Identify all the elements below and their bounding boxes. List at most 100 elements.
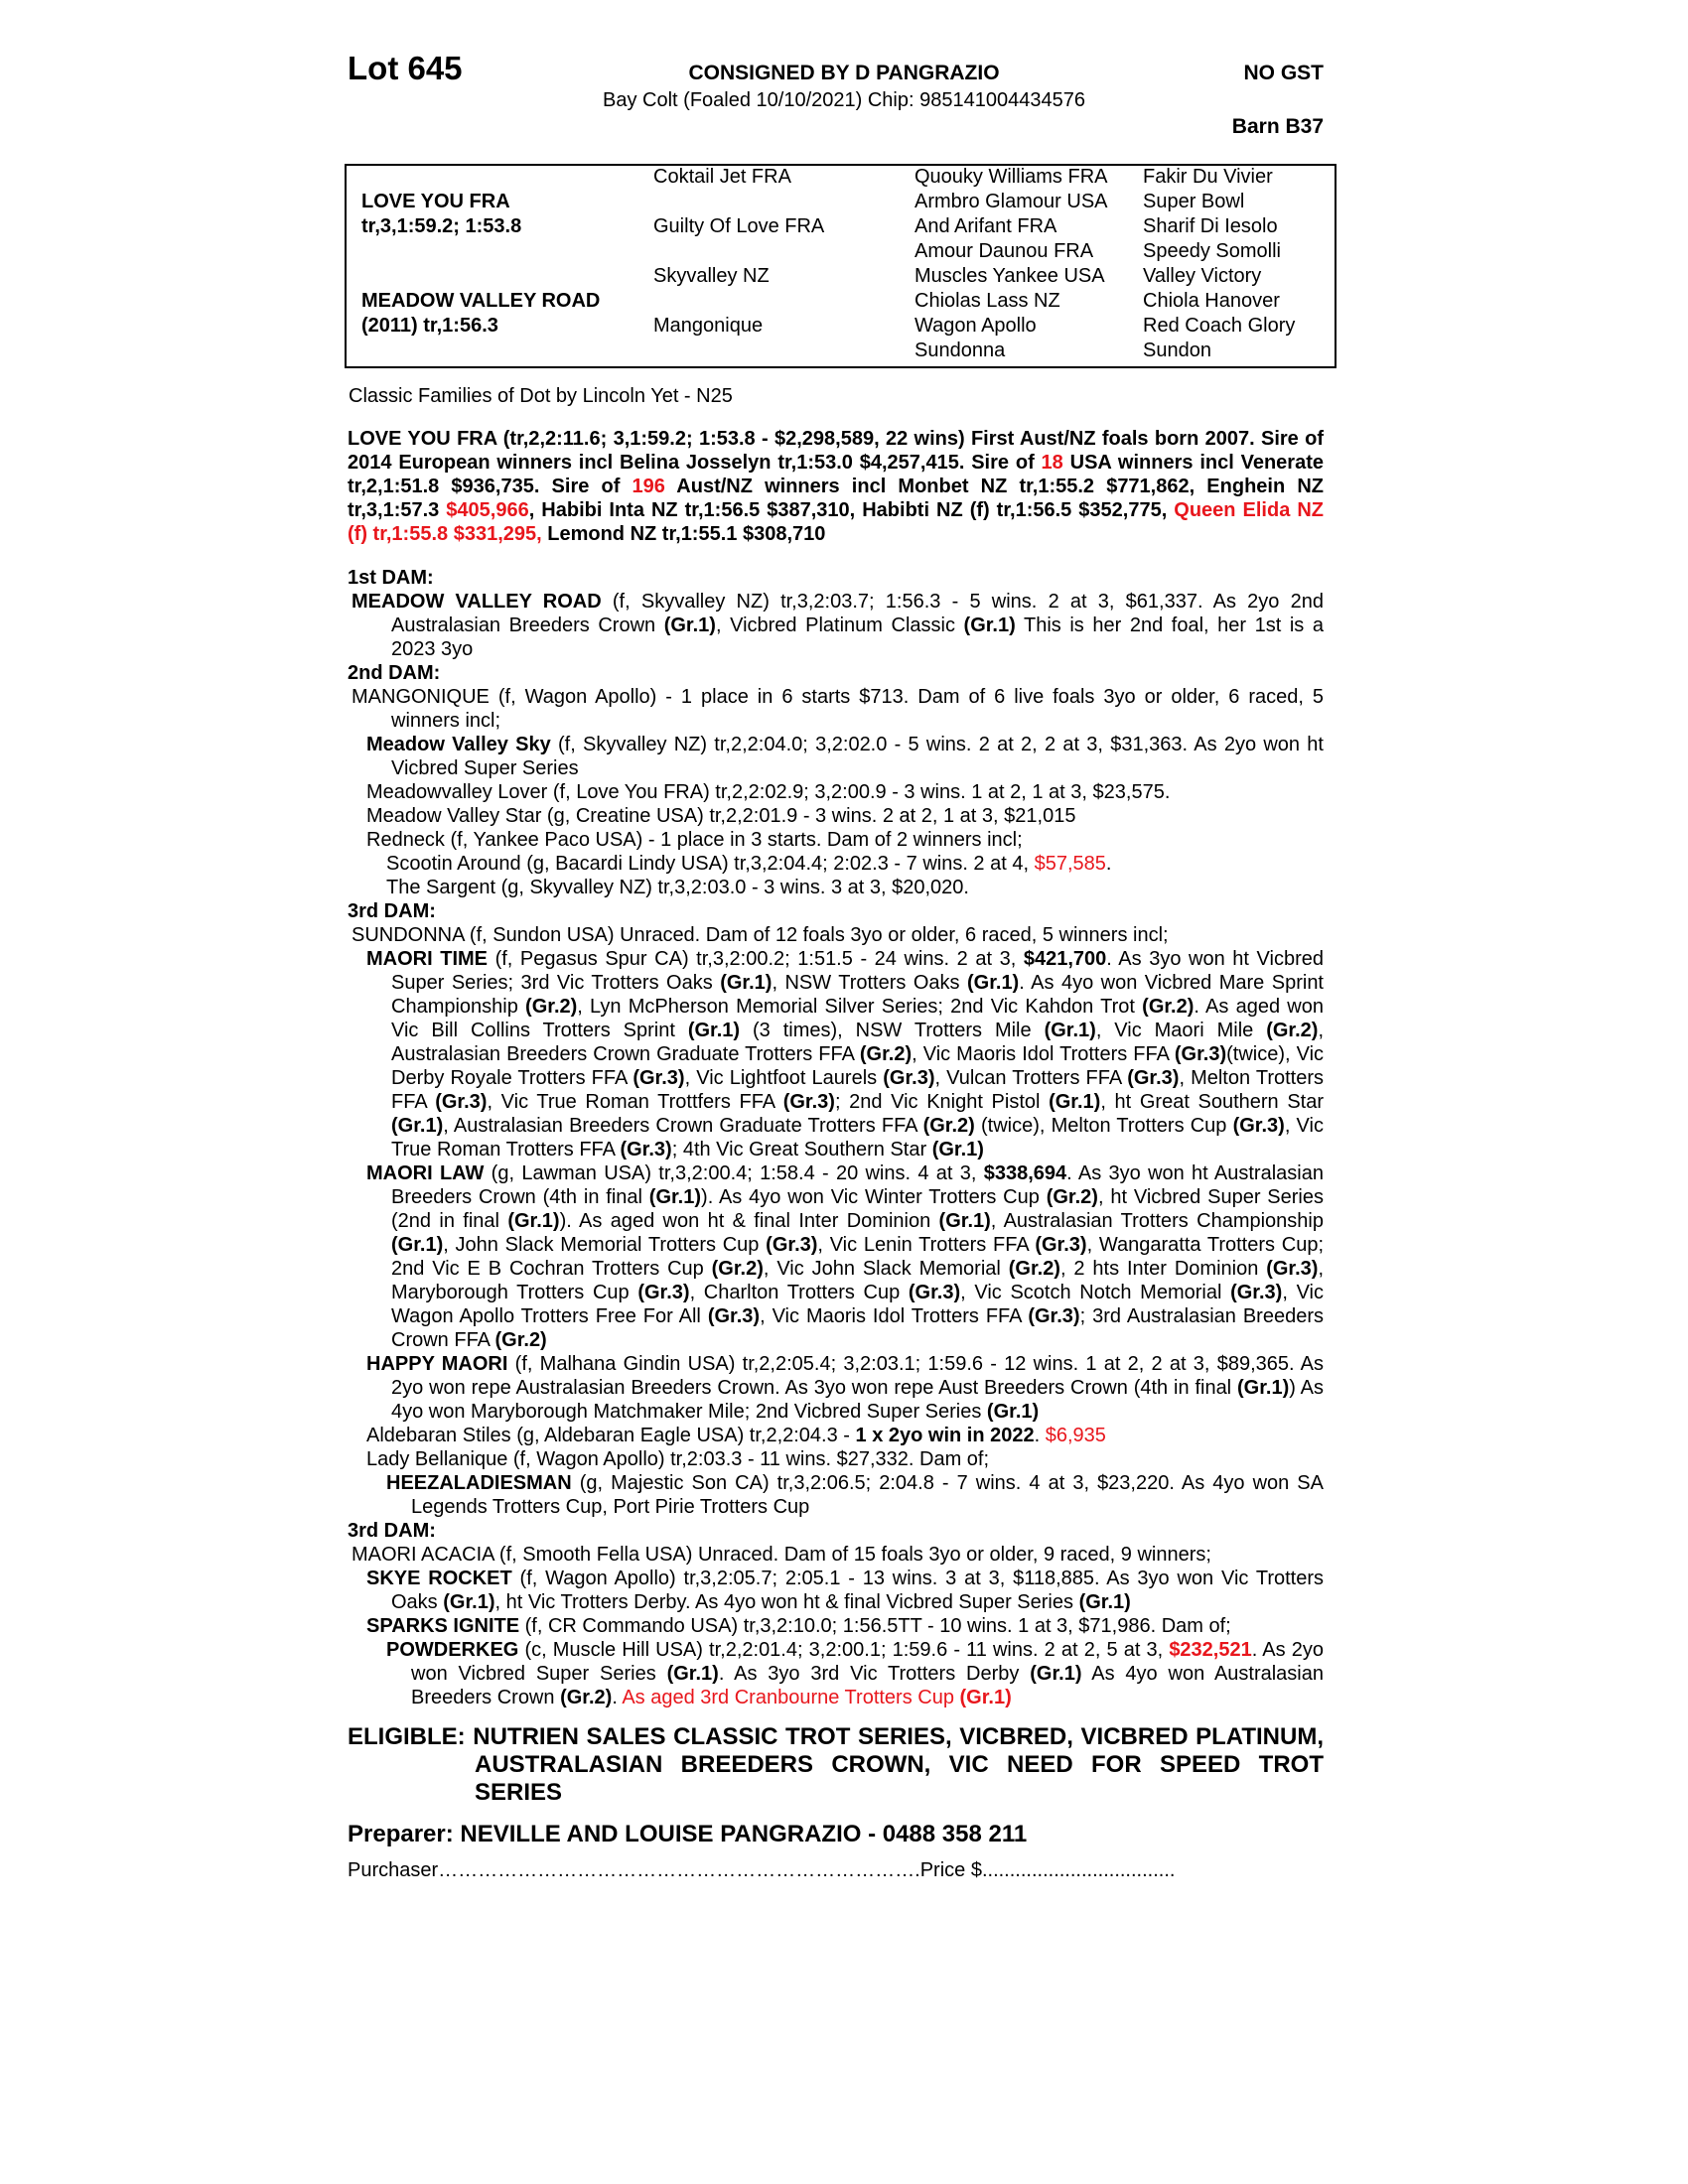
bold-text: (Gr.2) bbox=[560, 1687, 613, 1708]
text: ). As 4yo won Vic Winter Trotters Cup bbox=[701, 1186, 1047, 1208]
bold-text: Meadow Valley Sky bbox=[366, 734, 551, 755]
progeny-entry: HEEZALADIESMAN (g, Majestic Son CA) tr,3… bbox=[348, 1471, 1324, 1519]
great-great-grandparent: Valley Victory bbox=[1143, 265, 1262, 287]
progeny-entry: The Sargent (g, Skyvalley NZ) tr,3,2:03.… bbox=[348, 876, 1324, 899]
bold-text: (Gr.1) bbox=[507, 1210, 560, 1232]
bold-text: (Gr.3) bbox=[1174, 1043, 1227, 1065]
bold-text: (Gr.3) bbox=[620, 1139, 672, 1160]
progeny-entry: MAORI ACACIA (f, Smooth Fella USA) Unrac… bbox=[348, 1543, 1324, 1567]
progeny-entry: SPARKS IGNITE (f, CR Commando USA) tr,3,… bbox=[348, 1614, 1324, 1638]
text: , Australasian Trotters Championship bbox=[990, 1210, 1324, 1232]
sire-name: LOVE YOU FRA bbox=[361, 191, 510, 212]
highlight-text: 196 bbox=[632, 476, 665, 497]
bold-text: 1 x 2yo win in 2022 bbox=[855, 1425, 1035, 1446]
grandparent: Guilty Of Love FRA bbox=[653, 215, 825, 237]
highlight-text: $57,585 bbox=[1034, 853, 1106, 875]
text: Meadowvalley Lover (f, Love You FRA) tr,… bbox=[366, 781, 1171, 803]
catalogue-body: LOVE YOU FRA (tr,2,2:11.6; 3,1:59.2; 1:5… bbox=[348, 427, 1324, 1882]
great-great-grandparent: Speedy Somolli bbox=[1143, 240, 1281, 262]
bold-text: (Gr.3) bbox=[782, 1091, 835, 1113]
text: Aldebaran Stiles (g, Aldebaran Eagle USA… bbox=[366, 1425, 856, 1446]
progeny-entry: MAORI TIME (f, Pegasus Spur CA) tr,3,2:0… bbox=[348, 947, 1324, 1161]
bold-text: MAORI TIME bbox=[366, 948, 489, 970]
bold-text: (Gr.1) bbox=[391, 1234, 444, 1256]
barn-number: Barn B37 bbox=[1231, 115, 1324, 138]
text: , Wangaratta Trotters Cup; 2nd Vic E B C… bbox=[391, 1234, 1324, 1280]
consignor: CONSIGNED BY D PANGRAZIO bbox=[0, 62, 1688, 85]
text: ELIGIBLE: NUTRIEN SALES CLASSIC TROT SER… bbox=[348, 1723, 1324, 1806]
section-heading: 1st DAM: bbox=[348, 566, 1324, 590]
text: , 2 hts Inter Dominion bbox=[1059, 1258, 1267, 1280]
bold-text: (Gr.1) bbox=[443, 1591, 495, 1613]
bold-text: (Gr.1) bbox=[986, 1401, 1040, 1423]
text: , Vulcan Trotters FFA bbox=[934, 1067, 1128, 1089]
text: . bbox=[612, 1687, 623, 1708]
text: Lemond NZ tr,1:55.1 $308,710 bbox=[541, 523, 826, 545]
section-heading: 3rd DAM: bbox=[348, 899, 1324, 923]
great-grandparent: Amour Daunou FRA bbox=[914, 240, 1094, 262]
bold-text: HAPPY MAORI bbox=[366, 1353, 508, 1375]
bold-text: (Gr.1) bbox=[1044, 1020, 1096, 1041]
text: , Australasian Breeders Crown Graduate T… bbox=[443, 1115, 923, 1137]
bold-text: POWDERKEG bbox=[386, 1639, 519, 1661]
great-grandparent: Muscles Yankee USA bbox=[914, 265, 1105, 287]
highlight-text: As aged 3rd Cranbourne Trotters Cup bbox=[622, 1687, 960, 1708]
bold-text: (Gr.2) bbox=[1008, 1258, 1060, 1280]
text: , Vic Lightfoot Laurels bbox=[684, 1067, 884, 1089]
progeny-entry: Redneck (f, Yankee Paco USA) - 1 place i… bbox=[348, 828, 1324, 852]
preparer: Preparer: NEVILLE AND LOUISE PANGRAZIO -… bbox=[348, 1823, 1324, 1846]
highlight-text: 18 bbox=[1041, 452, 1063, 474]
text: 1st DAM: bbox=[348, 567, 434, 589]
progeny-entry: Meadowvalley Lover (f, Love You FRA) tr,… bbox=[348, 780, 1324, 804]
text: , Vic Wagon Apollo Trotters Free For All bbox=[391, 1282, 1324, 1327]
text: ) As 4yo won Maryborough Matchmaker Mile… bbox=[391, 1377, 1325, 1423]
text: (c, Muscle Hill USA) tr,2,2:01.4; 3,2:00… bbox=[518, 1639, 1170, 1661]
bold-text: (Gr.1) bbox=[648, 1186, 702, 1208]
highlight-text: $232,521 bbox=[1169, 1639, 1252, 1661]
horse-description: Bay Colt (Foaled 10/10/2021) Chip: 98514… bbox=[603, 89, 1085, 111]
bold-text: (Gr.1) bbox=[963, 614, 1016, 636]
text: , Vicbred Platinum Classic bbox=[715, 614, 964, 636]
text: , Habibi Inta NZ tr,1:56.5 $387,310, Hab… bbox=[528, 499, 1175, 521]
bold-text: SPARKS IGNITE bbox=[366, 1615, 520, 1637]
highlight-text: (Gr.1) bbox=[959, 1687, 1012, 1708]
grandparent: Coktail Jet FRA bbox=[653, 166, 791, 188]
text: Lady Bellanique (f, Wagon Apollo) tr,2:0… bbox=[366, 1448, 990, 1470]
text: (g, Majestic Son CA) tr,3,2:06.5; 2:04.8… bbox=[411, 1472, 1324, 1518]
text: (twice), Melton Trotters Cup bbox=[974, 1115, 1233, 1137]
eligibility: ELIGIBLE: NUTRIEN SALES CLASSIC TROT SER… bbox=[348, 1723, 1324, 1807]
text: . As 3yo 3rd Vic Trotters Derby bbox=[718, 1663, 1031, 1685]
text: MAORI ACACIA (f, Smooth Fella USA) Unrac… bbox=[352, 1544, 1211, 1566]
progeny-entry: MEADOW VALLEY ROAD (f, Skyvalley NZ) tr,… bbox=[348, 590, 1324, 661]
text: ; 2nd Vic Knight Pistol bbox=[834, 1091, 1050, 1113]
bold-text: (Gr.2) bbox=[1046, 1186, 1098, 1208]
text: , Vic Scotch Notch Memorial bbox=[960, 1282, 1231, 1303]
bold-text: (Gr.1) bbox=[1049, 1091, 1101, 1113]
text: 2nd DAM: bbox=[348, 662, 441, 684]
progeny-entry: MANGONIQUE (f, Wagon Apollo) - 1 place i… bbox=[348, 685, 1324, 733]
pedigree-table: LOVE YOU FRA tr,3,1:59.2; 1:53.8 MEADOW … bbox=[345, 164, 1336, 368]
consignor-text: CONSIGNED BY D PANGRAZIO bbox=[688, 62, 1000, 84]
great-great-grandparent: Fakir Du Vivier bbox=[1143, 166, 1273, 188]
text: (f, Malhana Gindin USA) tr,2,2:05.4; 3,2… bbox=[391, 1353, 1325, 1399]
bold-text: (Gr.2) bbox=[922, 1115, 975, 1137]
progeny-entry: Aldebaran Stiles (g, Aldebaran Eagle USA… bbox=[348, 1424, 1324, 1447]
text: , Vic John Slack Memorial bbox=[763, 1258, 1009, 1280]
progeny-entry: Meadow Valley Sky (f, Skyvalley NZ) tr,2… bbox=[348, 733, 1324, 780]
great-grandparent: Quouky Williams FRA bbox=[914, 166, 1108, 188]
bold-text: (Gr.3) bbox=[1266, 1258, 1319, 1280]
text: MANGONIQUE (f, Wagon Apollo) - 1 place i… bbox=[352, 686, 1324, 732]
bold-text: MAORI LAW bbox=[366, 1162, 485, 1184]
text: . As 3yo won ht Australasian Breeders Cr… bbox=[391, 1162, 1324, 1208]
dam-name: MEADOW VALLEY ROAD bbox=[361, 290, 601, 312]
text: (g, Lawman USA) tr,3,2:00.4; 1:58.4 - 20… bbox=[484, 1162, 984, 1184]
bold-text: (Gr.3) bbox=[1230, 1282, 1283, 1303]
bold-text: (Gr.3) bbox=[435, 1091, 488, 1113]
text: USA winners incl Venerate tr,2,1:51.8 $9… bbox=[348, 452, 1324, 497]
grandparent: Mangonique bbox=[653, 315, 764, 337]
bold-text: (Gr.3) bbox=[1028, 1305, 1080, 1327]
bold-text: (Gr.3) bbox=[908, 1282, 961, 1303]
great-great-grandparent: Sundon bbox=[1143, 340, 1211, 361]
text: ; 3rd Australasian Breeders Crown FFA bbox=[391, 1305, 1324, 1351]
highlight-text: $6,935 bbox=[1045, 1425, 1106, 1446]
